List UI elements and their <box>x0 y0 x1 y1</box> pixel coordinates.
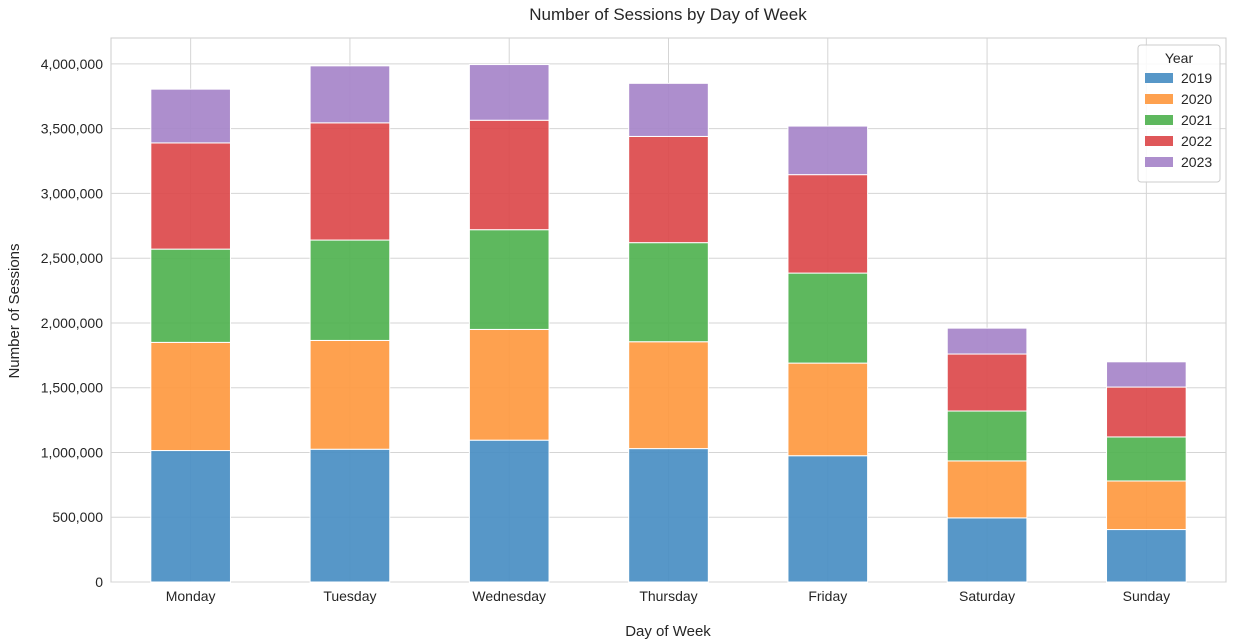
y-tick-label: 500,000 <box>52 509 103 525</box>
bar-2020-friday <box>787 362 869 457</box>
legend-label-2019: 2019 <box>1181 70 1212 86</box>
bar-2020-sunday <box>1106 480 1187 531</box>
bar-2019-saturday <box>946 517 1028 583</box>
bar-2022-friday <box>787 174 869 274</box>
legend-swatch-2022 <box>1145 136 1173 146</box>
y-tick-label: 1,000,000 <box>41 444 103 460</box>
x-tick-label: Monday <box>166 588 216 604</box>
bar-2020-tuesday <box>309 339 391 450</box>
chart-title: Number of Sessions by Day of Week <box>529 5 807 24</box>
y-tick-label: 3,000,000 <box>41 185 103 201</box>
y-tick-label: 0 <box>95 574 103 590</box>
bar-2023-monday <box>150 88 231 144</box>
x-tick-label: Saturday <box>959 588 1015 604</box>
bar-2020-thursday <box>628 341 709 450</box>
x-tick-label: Friday <box>808 588 847 604</box>
legend-swatch-2019 <box>1145 73 1173 83</box>
bar-2023-tuesday <box>309 65 391 124</box>
bar-2019-tuesday <box>309 448 391 583</box>
x-tick-label: Tuesday <box>323 588 376 604</box>
legend-title: Year <box>1165 50 1194 66</box>
bar-2020-wednesday <box>468 328 550 441</box>
bar-2019-monday <box>150 450 231 583</box>
bar-2022-sunday <box>1106 386 1187 438</box>
bar-2019-wednesday <box>468 439 550 583</box>
x-tick-label: Thursday <box>639 588 697 604</box>
y-tick-label: 2,500,000 <box>41 250 103 266</box>
bar-2021-tuesday <box>309 239 391 341</box>
bar-2021-saturday <box>946 410 1028 462</box>
bar-2022-wednesday <box>468 119 550 231</box>
bar-2019-friday <box>787 455 869 583</box>
bar-2022-tuesday <box>309 122 391 241</box>
legend-label-2021: 2021 <box>1181 112 1212 128</box>
bar-2021-thursday <box>628 242 709 343</box>
y-axis-title: Number of Sessions <box>6 243 23 378</box>
y-tick-label: 4,000,000 <box>41 56 103 72</box>
legend-label-2020: 2020 <box>1181 91 1212 107</box>
bar-2023-sunday <box>1106 361 1187 388</box>
y-tick-label: 1,500,000 <box>41 380 103 396</box>
bar-2023-wednesday <box>468 64 550 121</box>
bar-2019-thursday <box>628 448 709 583</box>
bar-2023-saturday <box>946 327 1028 355</box>
legend-swatch-2023 <box>1145 157 1173 167</box>
plot-area: 0 500,000 1,000,000 1,500,000 2,000,000 2,500… <box>41 37 1227 604</box>
legend-swatch-2021 <box>1145 115 1173 125</box>
bar-2020-saturday <box>946 460 1028 519</box>
bar-2022-monday <box>150 142 231 250</box>
bar-2022-saturday <box>946 353 1028 412</box>
bar-2021-sunday <box>1106 436 1187 482</box>
x-tick-label: Wednesday <box>472 588 546 604</box>
legend-label-2022: 2022 <box>1181 133 1212 149</box>
bar-2021-friday <box>787 272 869 364</box>
x-tick-label: Sunday <box>1123 588 1170 604</box>
bar-2020-monday <box>150 341 231 452</box>
bar-2019-sunday <box>1106 529 1187 583</box>
bar-2021-wednesday <box>468 229 550 330</box>
bar-2022-thursday <box>628 135 709 244</box>
y-tick-label: 3,500,000 <box>41 121 103 137</box>
legend-label-2023: 2023 <box>1181 154 1212 170</box>
bar-2023-thursday <box>628 82 709 137</box>
bar-2023-friday <box>787 125 869 176</box>
legend: Year 2019 2020 2021 2022 2023 <box>1137 44 1221 183</box>
y-tick-label: 2,000,000 <box>41 315 103 331</box>
bar-2021-monday <box>150 248 231 343</box>
x-axis-title: Day of Week <box>625 623 711 640</box>
legend-swatch-2020 <box>1145 94 1173 104</box>
